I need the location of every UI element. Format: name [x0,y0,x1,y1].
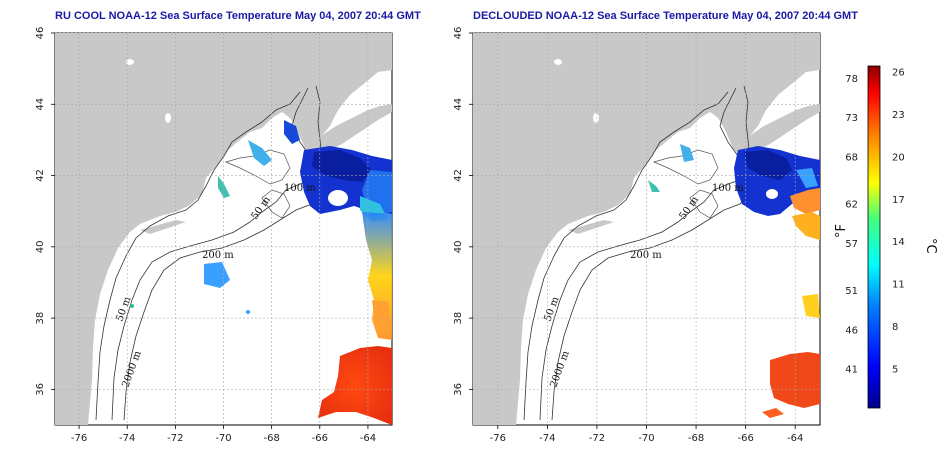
landmass-north-america [473,33,820,425]
x-tick-label: -74 [539,433,555,444]
colorbar-f-tick: 41 [845,365,858,376]
colorbar-c-tick: 23 [892,110,905,121]
left-map-title: RU COOL NOAA-12 Sea Surface Temperature … [55,10,421,22]
y-tick-label: 44 [453,98,464,111]
y-tick-label: 38 [453,312,464,325]
gulf-stream-warm [770,352,820,408]
landmass-north-america [55,33,392,425]
x-tick-label: -66 [312,433,328,444]
isobath-100m-label: 100 m [284,183,316,194]
y-tick-label: 46 [453,27,464,40]
y-tick-label: 36 [35,383,46,396]
y-tick-label: 36 [453,383,464,396]
lake-champlain [126,59,134,65]
land-long-island [140,220,186,234]
right-map: 100 m 50 m 200 m 50 m 2000 m -76 -74 -72 -7… [453,27,821,444]
x-tick-label: -66 [737,433,753,444]
colorbar-f-tick: 57 [845,239,858,250]
land-nova-scotia [733,104,820,156]
isobath-100m-label: 100 m [712,183,744,194]
x-tick-label: -72 [589,433,605,444]
colorbar-c-tick: 5 [892,364,898,375]
colorbar-f-tick: 46 [845,325,858,336]
colorbar-c-tick: 14 [892,237,905,248]
y-tick-label: 38 [35,312,46,325]
colorbar-c-tick: 26 [892,68,905,79]
x-tick-label: -76 [71,433,87,444]
colorbar-f-tick: 78 [845,74,858,85]
y-tick-label: 42 [35,169,46,182]
land-nova-scotia [305,104,392,156]
y-tick-label: 42 [453,169,464,182]
y-tick-label: 44 [35,98,46,111]
colorbar-c-tick: 20 [892,152,905,163]
fahrenheit-label: °F [834,224,849,238]
colorbar-f-tick: 62 [845,200,858,211]
x-tick-label: -68 [263,433,279,444]
x-tick-label: -70 [215,433,231,444]
left-map: 100 m 50 m 200 m 50 m 2000 m -76 -74 -72 -7… [35,27,393,444]
colorbar-f-tick: 68 [845,152,858,163]
x-tick-label: -64 [787,433,803,444]
x-tick-label: -72 [167,433,183,444]
colorbar-gradient [867,65,881,409]
y-tick-label: 40 [453,240,464,253]
gulf-stream-warm [318,346,392,425]
colorbar: 78 73 68 62 57 51 46 41 26 23 20 17 14 11 8 5 °F °C [834,65,938,409]
x-tick-label: -76 [490,433,506,444]
shelf-slope-front [792,212,820,240]
colorbar-c-tick: 17 [892,195,905,206]
colorbar-c-tick: 11 [892,280,905,291]
x-tick-label: -68 [688,433,704,444]
isobath-200m-label: 200 m [202,250,234,261]
right-map-title: DECLOUDED NOAA-12 Sea Surface Temperatur… [473,10,858,22]
x-tick-label: -74 [119,433,135,444]
x-tick-label: -64 [360,433,376,444]
isobath-200m-label: 200 m [630,250,662,261]
x-tick-label: -70 [638,433,654,444]
colorbar-c-tick: 8 [892,322,898,333]
colorbar-f-tick: 73 [845,113,858,124]
y-tick-label: 46 [35,27,46,40]
y-tick-label: 40 [35,240,46,253]
colorbar-f-tick: 51 [845,286,858,297]
celsius-label: °C [923,238,938,254]
